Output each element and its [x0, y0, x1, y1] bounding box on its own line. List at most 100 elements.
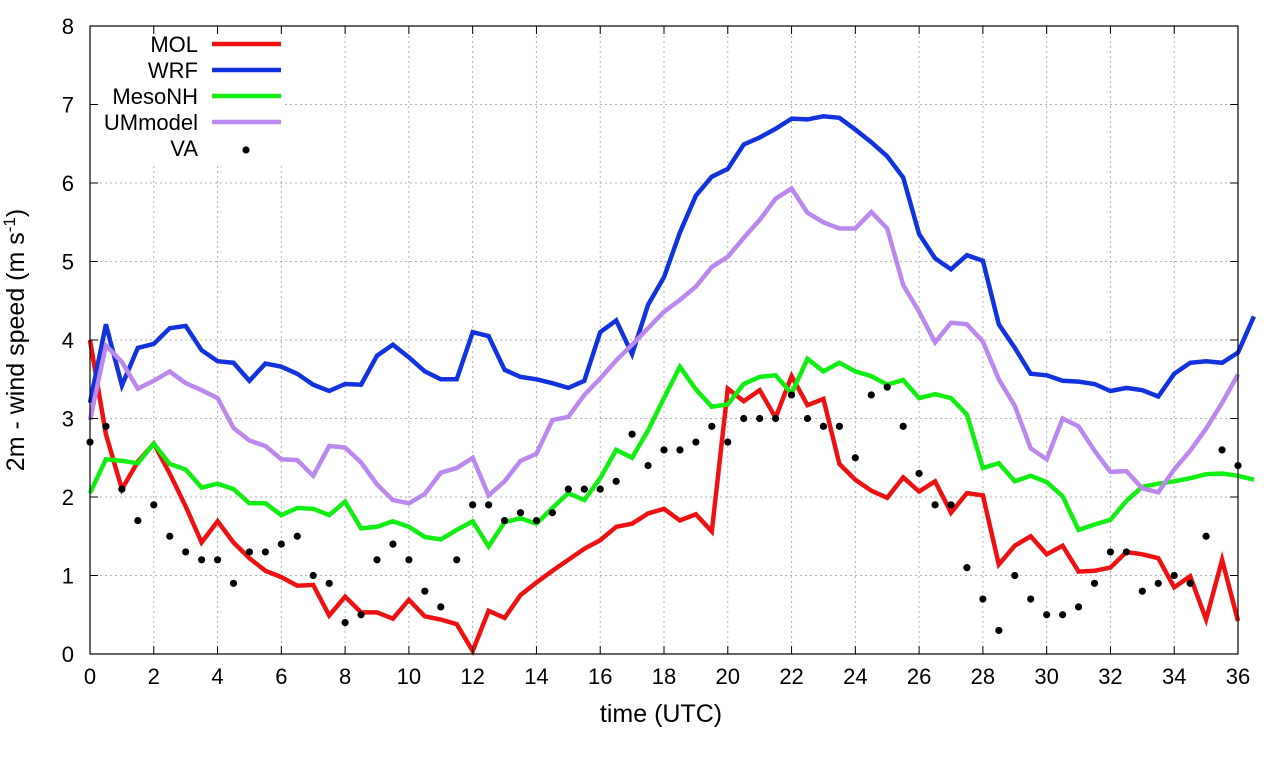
y-axis-label-main: 2m - wind speed (m s — [2, 232, 30, 471]
legend-label: UMmodel — [104, 110, 198, 135]
data-point-va — [676, 446, 684, 454]
data-point-va — [373, 556, 381, 564]
data-point-va — [1043, 611, 1051, 619]
y-tick-label: 4 — [62, 328, 74, 353]
data-point-va — [660, 446, 668, 454]
legend-swatch-va — [242, 146, 250, 154]
legend-label: MOL — [150, 32, 198, 57]
data-point-va — [102, 422, 110, 430]
series-points-va — [86, 383, 1242, 635]
data-point-va — [931, 501, 939, 509]
legend-label: WRF — [148, 58, 198, 83]
x-tick-label: 8 — [339, 664, 351, 689]
data-point-va — [1170, 571, 1178, 580]
data-point-va — [1090, 579, 1099, 587]
data-point-va — [453, 556, 461, 564]
x-tick-label: 6 — [275, 664, 287, 689]
data-point-va — [229, 579, 238, 587]
data-point-va — [1202, 532, 1210, 540]
data-point-va — [803, 414, 812, 423]
data-point-va — [835, 422, 843, 430]
data-point-va — [532, 516, 541, 525]
data-point-va — [724, 438, 732, 446]
data-point-va — [405, 556, 413, 564]
data-point-va — [995, 626, 1003, 635]
data-point-va — [500, 516, 509, 525]
data-point-va — [1059, 611, 1067, 619]
data-point-va — [979, 595, 987, 603]
data-point-va — [756, 414, 764, 423]
data-point-va — [628, 430, 636, 438]
legend-label: VA — [170, 136, 198, 161]
x-tick-label: 0 — [84, 664, 96, 689]
y-tick-label: 3 — [62, 407, 74, 432]
data-point-va — [947, 501, 955, 509]
data-point-va — [485, 501, 493, 509]
y-axis-label: 2m - wind speed (m s-1) — [0, 209, 30, 471]
x-tick-label: 22 — [779, 664, 803, 689]
data-point-va — [389, 540, 397, 548]
data-point-va — [612, 477, 620, 485]
y-tick-label: 1 — [62, 564, 74, 589]
data-point-va — [277, 540, 285, 548]
data-point-va — [182, 548, 190, 556]
x-tick-label: 14 — [524, 664, 548, 689]
data-point-va — [1011, 571, 1019, 580]
x-tick-label: 30 — [1034, 664, 1058, 689]
data-point-va — [740, 414, 748, 423]
data-point-va — [1106, 548, 1115, 556]
data-point-va — [564, 485, 572, 493]
data-point-va — [580, 485, 588, 493]
series-line-mol — [87, 339, 1241, 656]
ticks: 0 2 4 6 8 10 12 14 16 18 20 22 24 26 28 30 32 34 360123456… — [62, 14, 1250, 689]
data-point-va — [708, 422, 716, 430]
data-point-va — [341, 619, 349, 627]
data-point-va — [245, 548, 254, 556]
data-point-va — [1186, 579, 1194, 587]
data-point-va — [469, 501, 477, 509]
x-tick-label: 32 — [1098, 664, 1122, 689]
data-point-va — [883, 383, 891, 391]
y-tick-label: 6 — [62, 171, 74, 196]
x-tick-label: 18 — [652, 664, 676, 689]
data-point-va — [692, 438, 700, 446]
data-point-va — [867, 391, 875, 399]
series-line-ummodel — [87, 185, 1240, 506]
data-point-va — [1218, 446, 1226, 454]
data-point-va — [293, 532, 301, 540]
x-tick-label: 24 — [843, 664, 867, 689]
x-tick-label: 2 — [148, 664, 160, 689]
y-tick-label: 5 — [62, 250, 74, 275]
x-tick-label: 4 — [211, 664, 223, 689]
data-point-va — [1122, 548, 1130, 556]
y-tick-label: 8 — [62, 14, 74, 39]
data-point-va — [899, 422, 907, 430]
series-group — [86, 114, 1256, 656]
x-tick-label: 28 — [971, 664, 995, 689]
y-tick-label: 0 — [62, 642, 74, 667]
data-point-va — [421, 587, 429, 595]
data-point-va — [963, 564, 971, 572]
data-point-va — [819, 422, 828, 430]
x-tick-label: 20 — [716, 664, 740, 689]
data-point-va — [261, 548, 269, 556]
data-point-va — [134, 516, 142, 525]
series-line-wrf — [87, 114, 1256, 404]
data-point-va — [309, 571, 317, 580]
y-axis-label-close: ) — [2, 209, 30, 217]
data-point-va — [772, 414, 780, 423]
data-point-va — [357, 611, 365, 619]
data-point-va — [1154, 579, 1162, 587]
x-tick-label: 36 — [1226, 664, 1250, 689]
x-tick-label: 26 — [907, 664, 931, 689]
x-tick-label: 34 — [1162, 664, 1186, 689]
data-point-va — [915, 469, 923, 478]
data-point-va — [1074, 603, 1083, 611]
data-point-va — [851, 454, 859, 462]
x-tick-label: 12 — [460, 664, 484, 689]
data-point-va — [787, 391, 796, 399]
y-tick-label: 2 — [62, 485, 74, 510]
data-point-va — [166, 532, 174, 540]
data-point-va — [325, 579, 333, 587]
